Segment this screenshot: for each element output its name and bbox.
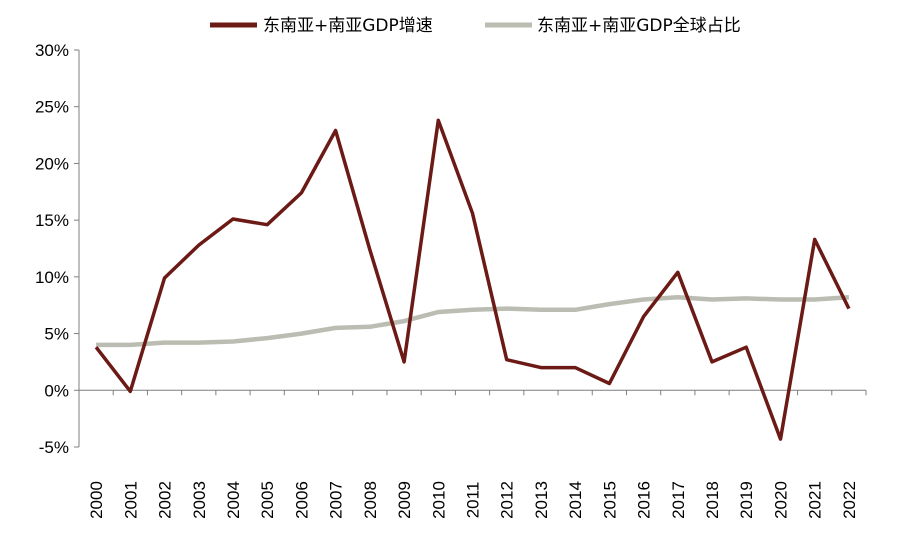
y-tick-label: -5% — [39, 438, 69, 457]
x-tick-label: 2014 — [566, 481, 585, 519]
x-tick-label: 2011 — [464, 482, 483, 519]
x-tick-label: 2021 — [806, 481, 825, 519]
legend-label-gdp-growth: 东南亚+南亚GDP增速 — [263, 16, 433, 36]
x-tick-label: 2005 — [258, 481, 277, 519]
y-tick-label: 25% — [35, 98, 69, 117]
x-tick-label: 2009 — [395, 481, 414, 519]
x-tick-label: 2022 — [840, 481, 859, 519]
x-tick-label: 2003 — [190, 481, 209, 519]
x-tick-label: 2020 — [771, 481, 790, 519]
x-tick-label: 2002 — [156, 481, 175, 519]
x-tick-label: 2016 — [635, 481, 654, 519]
x-tick-label: 2000 — [87, 481, 106, 519]
axes: -5% 0% 5% 10% 15% 20% 25% 30% 2000 2001 2002 2003 20… — [35, 41, 867, 519]
series-layer — [94, 118, 851, 441]
x-tick-label: 2012 — [498, 481, 517, 519]
y-tick-label: 15% — [35, 211, 69, 230]
x-tick-label: 2004 — [224, 481, 243, 519]
x-tick-label: 2001 — [121, 481, 140, 519]
x-tick-label: 2006 — [292, 481, 311, 519]
y-tick-label: 30% — [35, 41, 69, 60]
series-line-gdp-share — [96, 295, 850, 348]
x-tick-label: 2010 — [429, 481, 448, 519]
x-tick-label: 2019 — [737, 481, 756, 519]
x-tick-label: 2018 — [703, 481, 722, 519]
x-tick-label: 2007 — [327, 481, 346, 519]
y-tick-label: 5% — [44, 325, 69, 344]
x-tick-label: 2015 — [600, 481, 619, 519]
x-tick-label: 2017 — [669, 481, 688, 519]
y-tick-label: 20% — [35, 154, 69, 173]
series-line-gdp-growth — [94, 118, 851, 441]
x-tick-label: 2013 — [532, 481, 551, 519]
legend-label-gdp-share: 东南亚+南亚GDP全球占比 — [537, 16, 741, 36]
y-tick-label: 10% — [35, 268, 69, 287]
y-tick-label: 0% — [44, 381, 69, 400]
x-tick-label: 2008 — [361, 481, 380, 519]
legend: 东南亚+南亚GDP增速 东南亚+南亚GDP全球占比 — [210, 16, 741, 36]
